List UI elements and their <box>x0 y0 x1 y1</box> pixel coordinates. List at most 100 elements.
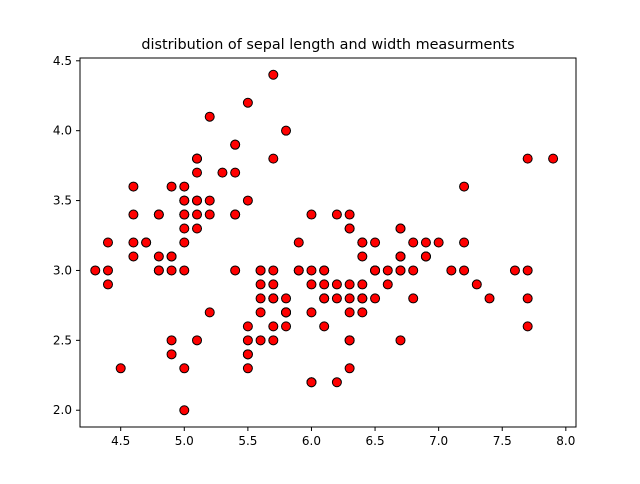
data-point <box>382 265 393 276</box>
data-point <box>255 307 266 318</box>
data-point <box>204 195 215 206</box>
data-point <box>192 195 203 206</box>
data-point <box>548 153 559 164</box>
data-point <box>459 265 470 276</box>
data-point <box>230 139 241 150</box>
data-point <box>408 293 419 304</box>
data-point <box>128 209 139 220</box>
data-point <box>344 363 355 374</box>
data-point <box>509 265 520 276</box>
data-point <box>153 209 164 220</box>
data-point <box>281 125 292 136</box>
data-point <box>166 251 177 262</box>
data-point <box>370 237 381 248</box>
data-point <box>268 279 279 290</box>
y-tick-label: 3.0 <box>53 263 72 277</box>
data-point <box>382 279 393 290</box>
data-point <box>230 209 241 220</box>
data-point <box>370 265 381 276</box>
x-tick-label: 7.5 <box>493 434 512 448</box>
data-point <box>204 111 215 122</box>
data-point <box>446 265 457 276</box>
y-tick-label: 4.0 <box>53 124 72 138</box>
data-point <box>268 335 279 346</box>
data-point <box>255 265 266 276</box>
data-point <box>395 265 406 276</box>
data-point <box>281 307 292 318</box>
y-tick-label: 2.0 <box>53 403 72 417</box>
data-point <box>115 363 126 374</box>
data-point <box>357 251 368 262</box>
data-point <box>255 279 266 290</box>
data-point <box>420 251 431 262</box>
data-point <box>281 293 292 304</box>
data-point <box>357 237 368 248</box>
data-point <box>357 293 368 304</box>
data-point <box>420 237 431 248</box>
data-point <box>408 237 419 248</box>
data-point <box>141 237 152 248</box>
data-point <box>433 237 444 248</box>
data-point <box>344 223 355 234</box>
data-point <box>102 279 113 290</box>
data-point <box>179 181 190 192</box>
data-point <box>522 153 533 164</box>
data-point <box>153 251 164 262</box>
data-point <box>179 265 190 276</box>
data-point <box>459 181 470 192</box>
data-point <box>179 195 190 206</box>
data-point <box>179 363 190 374</box>
data-point <box>230 265 241 276</box>
data-point <box>128 237 139 248</box>
data-point <box>306 265 317 276</box>
data-point <box>344 293 355 304</box>
data-point <box>102 265 113 276</box>
chart-title: distribution of sepal length and width m… <box>141 37 514 53</box>
data-point <box>331 293 342 304</box>
data-point <box>268 153 279 164</box>
data-point <box>331 209 342 220</box>
data-point <box>268 265 279 276</box>
x-tick-label: 6.5 <box>366 434 385 448</box>
data-point <box>268 321 279 332</box>
x-tick-label: 7.0 <box>429 434 448 448</box>
data-point <box>522 293 533 304</box>
y-tick-label: 3.5 <box>53 194 72 208</box>
y-tick-label: 2.5 <box>53 333 72 347</box>
x-tick-label: 8.0 <box>556 434 575 448</box>
data-point <box>242 363 253 374</box>
data-point <box>319 265 330 276</box>
data-point <box>344 209 355 220</box>
data-point <box>242 195 253 206</box>
data-point <box>319 293 330 304</box>
axes: 4.5 5.0 5.5 6.0 6.5 7.0 7.5 8.0 2.0 2.5 3.0 3.5 4.0 4… <box>53 54 575 448</box>
data-point <box>192 335 203 346</box>
data-point <box>128 251 139 262</box>
data-point <box>395 223 406 234</box>
data-point <box>306 279 317 290</box>
data-point <box>217 167 228 178</box>
data-point <box>179 209 190 220</box>
data-point <box>204 209 215 220</box>
data-point <box>268 69 279 80</box>
data-point <box>522 321 533 332</box>
data-point <box>255 293 266 304</box>
x-tick-label: 5.5 <box>238 434 257 448</box>
data-point <box>306 307 317 318</box>
data-point <box>370 293 381 304</box>
data-point <box>331 279 342 290</box>
data-point <box>204 307 215 318</box>
data-point <box>166 265 177 276</box>
data-point <box>255 335 266 346</box>
data-point <box>306 377 317 388</box>
x-tick-label: 6.0 <box>302 434 321 448</box>
data-point <box>331 377 342 388</box>
data-point <box>192 167 203 178</box>
data-point <box>102 237 113 248</box>
y-tick-label: 4.5 <box>53 54 72 68</box>
data-point <box>242 349 253 360</box>
data-point <box>166 181 177 192</box>
data-point <box>179 223 190 234</box>
